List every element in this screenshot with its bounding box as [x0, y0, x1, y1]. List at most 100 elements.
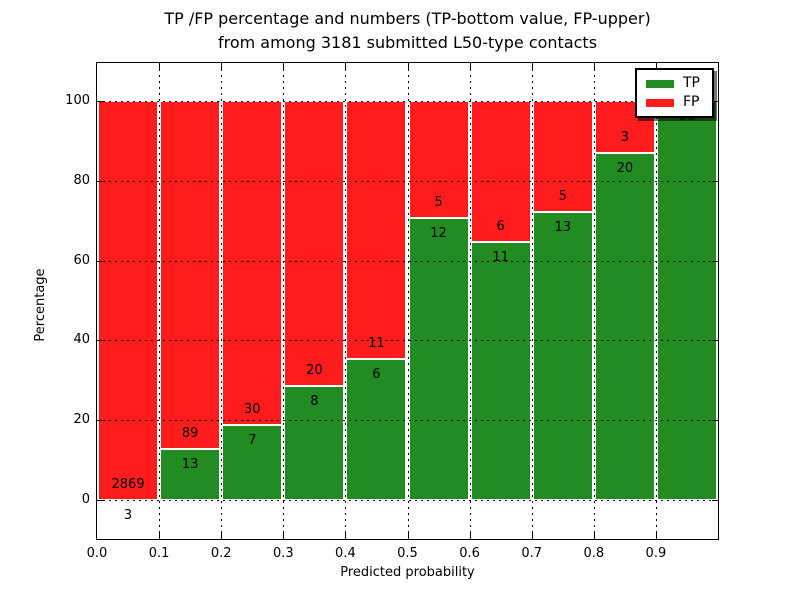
y-tick-mark: [712, 180, 718, 182]
y-tick-mark: [712, 500, 718, 501]
gridline-vertical: [655, 63, 657, 539]
y-tick-mark: [97, 340, 103, 342]
x-tick-label: 0.4: [335, 546, 356, 561]
x-tick-label: 0.7: [521, 546, 543, 561]
bar-label-tp: 7: [248, 432, 257, 448]
gridline-vertical: [407, 63, 409, 539]
bar-segment-fp: [284, 101, 345, 386]
bar-label-fp: 5: [434, 195, 443, 211]
x-tick-label: 0.3: [272, 546, 294, 561]
y-tick-mark: [97, 420, 103, 422]
bar-segment-tp: [532, 211, 593, 500]
gridline-vertical: [159, 63, 161, 539]
x-tick-mark: [221, 63, 223, 69]
gridline-vertical: [469, 63, 471, 539]
bar-label-fp: 6: [496, 218, 505, 234]
legend: TP FP: [635, 68, 714, 118]
y-tick-mark: [97, 101, 103, 102]
chart-title-line2: from among 3181 submitted L50-type conta…: [217, 33, 598, 52]
x-tick-mark: [283, 533, 285, 539]
bar-segment-tp: [346, 359, 407, 500]
x-tick-mark: [159, 533, 161, 539]
gridline-vertical: [221, 63, 223, 539]
bar-segment-fp: [470, 101, 531, 242]
gridline-vertical: [345, 63, 347, 539]
bar-label-tp: 13: [554, 219, 571, 235]
bar-segment-tp: [594, 153, 655, 500]
x-tick-label: 0.1: [148, 546, 170, 561]
bar-label-fp: 5: [558, 188, 567, 204]
y-tick-mark: [97, 260, 103, 262]
legend-entry-tp: TP: [646, 74, 712, 93]
bar-label-fp: 30: [243, 401, 261, 417]
bar-label-tp: 13: [181, 457, 199, 473]
x-tick-mark: [655, 533, 657, 539]
x-tick-mark: [283, 63, 285, 69]
bar-label-tp: 3: [123, 507, 133, 523]
bar-label-tp: 20: [616, 161, 634, 177]
x-tick-mark: [345, 63, 347, 69]
x-tick-mark: [159, 63, 161, 69]
bar-label-fp: 3: [620, 130, 629, 146]
gridline-vertical: [531, 63, 533, 539]
x-tick-mark: [407, 533, 409, 539]
y-tick-mark: [712, 340, 718, 342]
x-tick-mark: [345, 533, 347, 539]
bar-segment-tp: [284, 386, 345, 500]
gridline-vertical: [593, 63, 595, 539]
bar-label-tp: 8: [310, 394, 319, 409]
y-tick-label: 40: [73, 332, 90, 348]
bar-segment-fp: [346, 101, 407, 360]
x-tick-mark: [593, 533, 595, 539]
x-tick-mark: [407, 63, 409, 69]
bar-segment-tp: [470, 241, 531, 500]
y-tick-label: 60: [73, 252, 90, 268]
x-tick-mark: [531, 63, 533, 69]
chart-title: TP /FP percentage and numbers (TP-bottom…: [96, 7, 719, 55]
x-tick-mark: [593, 63, 595, 69]
chart-title-line1: TP /FP percentage and numbers (TP-bottom…: [164, 9, 651, 28]
fp-legend-swatch: [646, 98, 674, 107]
bar-segment-fp: [408, 101, 469, 219]
plot-area: TP FP 28693891330720811651261151332050: [96, 62, 719, 540]
x-tick-label: 0.6: [459, 546, 480, 561]
y-tick-mark: [712, 420, 718, 422]
y-tick-mark: [712, 260, 718, 262]
tp-legend-swatch: [646, 79, 674, 88]
legend-entry-fp: FP: [646, 93, 712, 112]
y-tick-label: 80: [73, 172, 90, 188]
x-tick-label: 0.8: [583, 546, 605, 561]
x-tick-label: 0.2: [210, 546, 232, 561]
y-tick-label: 100: [65, 93, 90, 108]
bar-segment-fp: [222, 101, 283, 425]
x-tick-mark: [221, 533, 223, 539]
bar-segment-tp: [160, 449, 221, 500]
gridline-vertical: [283, 63, 285, 539]
bar-label-tp: 12: [430, 226, 447, 242]
x-axis-label: Predicted probability: [340, 565, 475, 580]
y-tick-mark: [712, 101, 718, 102]
x-tick-mark: [469, 63, 471, 69]
bar-segment-fp: [98, 101, 159, 500]
x-tick-mark: [655, 63, 657, 69]
y-axis-label: Percentage: [33, 268, 48, 342]
bar-label-fp: 89: [181, 426, 199, 442]
y-tick-mark: [97, 180, 103, 182]
tp-legend-label: TP: [683, 75, 700, 91]
x-tick-label: 0.0: [86, 546, 108, 561]
bar-segment-tp: [222, 424, 283, 500]
bar-label-tp: 6: [372, 367, 381, 383]
y-tick-label: 0: [81, 492, 90, 507]
x-tick-label: 0.9: [645, 546, 667, 561]
bar-segment-fp: [160, 101, 221, 450]
bar-segment-tp: [656, 101, 717, 500]
x-tick-mark: [531, 533, 533, 539]
y-tick-mark: [97, 500, 103, 501]
fp-legend-label: FP: [683, 94, 700, 110]
x-tick-mark: [469, 533, 471, 539]
bar-label-fp: 2869: [111, 476, 145, 492]
bar-label-fp: 20: [306, 363, 323, 378]
bar-label-fp: 11: [368, 336, 385, 352]
bar-segment-tp: [408, 218, 469, 500]
